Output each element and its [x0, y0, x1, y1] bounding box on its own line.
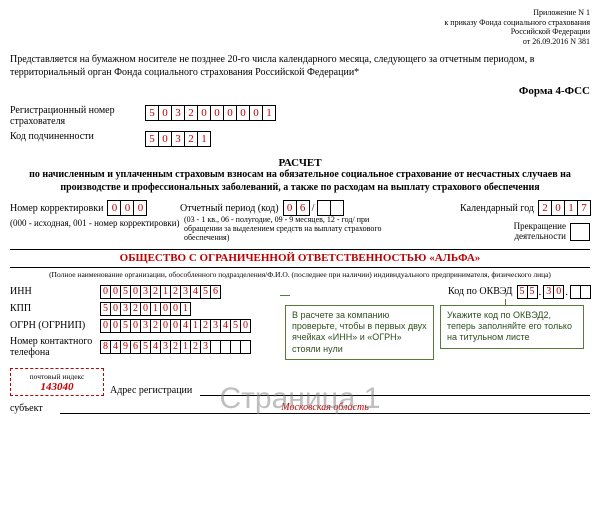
intro-text: Представляется на бумажном носителе не п…: [10, 54, 590, 79]
reg-cells: 5 0 3 2 0 0 0 0 0 1: [145, 105, 275, 121]
reg-row: Регистрационный номер страхователя 5 0 3…: [10, 105, 590, 127]
period-cell: 6: [296, 200, 310, 216]
inn-label: ИНН: [10, 286, 100, 297]
form-name: Форма 4-ФСС: [10, 85, 590, 97]
appendix-header: Приложение N 1 к приказу Фонда социально…: [10, 8, 590, 46]
fullname-note: (Полное наименование организации, обособ…: [10, 270, 590, 279]
title-sub: по начисленным и уплаченным страховым вз…: [10, 169, 590, 194]
kpp-cell: 1: [180, 302, 191, 316]
org-name: ОБЩЕСТВО С ОГРАНИЧЕННОЙ ОТВЕТСТВЕННОСТЬЮ…: [10, 249, 590, 268]
post-row: почтовый индекс 143040 Адрес регистрации: [10, 368, 590, 396]
reg-label: Регистрационный номер страхователя: [10, 105, 145, 127]
okved-label: Код по ОКВЭД: [448, 286, 512, 297]
kodpodch-row: Код подчиненности 5 0 3 2 1: [10, 131, 590, 147]
kp-cell: 2: [184, 131, 198, 147]
corr-label: Номер корректировки: [10, 203, 103, 214]
reg-cell: 0: [197, 105, 211, 121]
kodpodch-cells: 5 0 3 2 1: [145, 131, 210, 147]
reg-cell: 5: [145, 105, 159, 121]
okved-dot: .: [537, 286, 544, 298]
subject-label: субъект: [10, 403, 60, 414]
year-label: Календарный год: [460, 203, 534, 214]
post-index-label: почтовый индекс: [17, 372, 97, 381]
phone-label: Номер контактного телефона: [10, 336, 100, 358]
reg-cell: 0: [223, 105, 237, 121]
hdr-line1: Приложение N 1: [10, 8, 590, 18]
okved-dot: .: [563, 286, 570, 298]
hdr-line4: от 26.09.2016 N 381: [10, 37, 590, 47]
okved-cell: [580, 285, 591, 299]
year-cell: 1: [564, 200, 578, 216]
subject-row: субъект Московская область: [10, 402, 590, 414]
period-expl: (03 - 1 кв., 06 - полугодие, 09 - 9 меся…: [184, 216, 394, 242]
reg-cell: 0: [158, 105, 172, 121]
period-sep: /: [309, 203, 318, 214]
kpp-label: КПП: [10, 303, 100, 314]
phone-cell: [240, 340, 251, 354]
addr-label: Адрес регистрации: [110, 385, 192, 396]
year-cell: 2: [538, 200, 552, 216]
corr-cell: 0: [133, 200, 147, 216]
kp-cell: 5: [145, 131, 159, 147]
reg-cell: 0: [210, 105, 224, 121]
okved-group: Код по ОКВЭД 5 5 . 3 0 .: [448, 285, 590, 299]
kp-cell: 3: [171, 131, 185, 147]
callout-okved: Укажите код по ОКВЭД2, теперь заполняйте…: [440, 305, 584, 349]
ogrn-cell: 0: [240, 319, 251, 333]
corr-cell: 0: [107, 200, 121, 216]
reg-cell: 1: [262, 105, 276, 121]
reg-cell: 0: [236, 105, 250, 121]
reg-cell: 0: [249, 105, 263, 121]
reg-cell: 3: [171, 105, 185, 121]
kp-cell: 1: [197, 131, 211, 147]
mid-row: Номер корректировки 0 0 0 (000 - исходна…: [10, 200, 590, 242]
addr-line: [200, 381, 590, 396]
title-block: РАСЧЕТ по начисленным и уплаченным страх…: [10, 157, 590, 194]
callout-inn-ogrn: В расчете за компанию проверьте, чтобы в…: [285, 305, 434, 360]
callout-line-1: [280, 295, 290, 296]
hdr-line2: к приказу Фонда социального страхования: [10, 18, 590, 28]
corr-cell: 0: [120, 200, 134, 216]
corr-note: (000 - исходная, 001 - номер корректиров…: [10, 218, 180, 228]
prekr-label: Прекращениедеятельности: [514, 222, 566, 242]
subject-value: Московская область: [60, 402, 590, 414]
reg-cell: 2: [184, 105, 198, 121]
year-cell: 0: [551, 200, 565, 216]
period-label: Отчетный период (код): [180, 203, 279, 214]
post-index-value: 143040: [17, 381, 97, 393]
kodpodch-label: Код подчиненности: [10, 131, 145, 142]
period-extra: [317, 200, 331, 216]
prekr-cell: [570, 223, 590, 241]
kp-cell: 0: [158, 131, 172, 147]
title-main: РАСЧЕТ: [10, 157, 590, 169]
inn-cell: 6: [210, 285, 221, 299]
inn-row: ИНН 0 0 5 0 3 2 1 2 3 4 5 6 Код по ОКВЭД…: [10, 285, 590, 299]
ogrn-label: ОГРН (ОГРНИП): [10, 320, 100, 331]
hdr-line3: Российской Федерации: [10, 27, 590, 37]
period-cell: 0: [283, 200, 297, 216]
post-index-box: почтовый индекс 143040: [10, 368, 104, 396]
period-extra: [330, 200, 344, 216]
year-cell: 7: [577, 200, 591, 216]
